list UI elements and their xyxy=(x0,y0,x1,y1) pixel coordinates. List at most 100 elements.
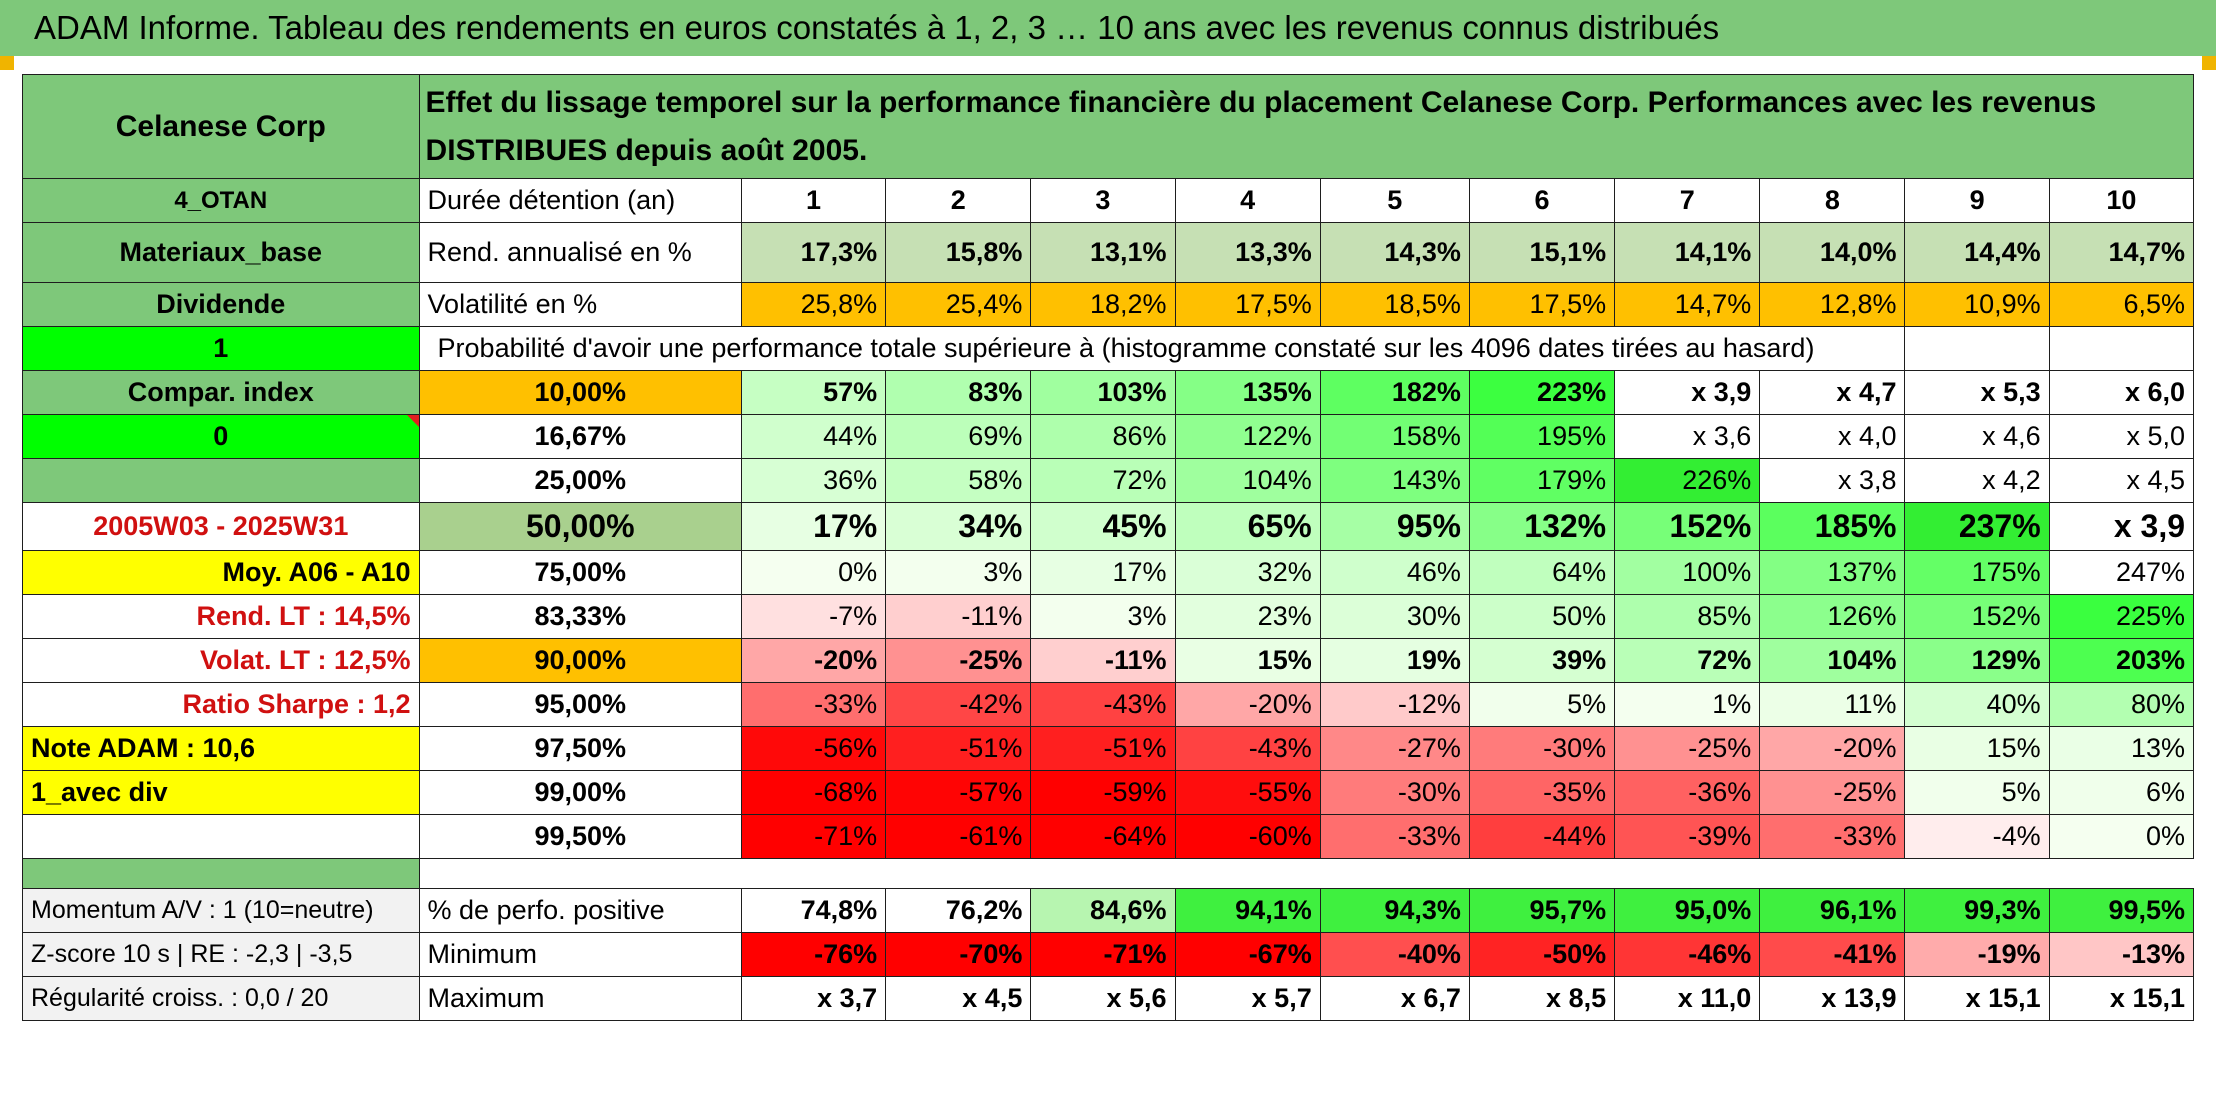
probability-cell: 1% xyxy=(1614,682,1761,727)
label-average-years: Moy. A06 - A10 xyxy=(22,550,420,595)
maximum-cell: x 4,5 xyxy=(885,976,1032,1021)
volatility-cell: 25,4% xyxy=(885,282,1032,327)
probability-cell: -25% xyxy=(885,638,1032,683)
minimum-cell: -40% xyxy=(1319,932,1470,977)
probability-cell: 45% xyxy=(1030,502,1176,551)
probability-threshold: 16,67% xyxy=(418,414,742,459)
probability-threshold: 83,33% xyxy=(418,594,742,639)
label-annual-return: Rend. annualisé en % xyxy=(418,222,742,283)
probability-cell: -39% xyxy=(1614,814,1761,859)
annual-return-cell: 14,1% xyxy=(1614,222,1761,283)
probability-cell: 72% xyxy=(1614,638,1761,683)
probability-cell: x 4,2 xyxy=(1904,458,2050,503)
probability-cell: 30% xyxy=(1319,594,1470,639)
year-header: 5 xyxy=(1319,178,1470,223)
probability-cell: 158% xyxy=(1319,414,1470,459)
probability-cell: -33% xyxy=(1319,814,1470,859)
probability-cell: 95% xyxy=(1319,502,1470,551)
probability-cell: -7% xyxy=(740,594,887,639)
probability-cell: -30% xyxy=(1319,770,1470,815)
probability-cell: 83% xyxy=(885,370,1032,415)
year-header: 4 xyxy=(1174,178,1321,223)
probability-cell: 143% xyxy=(1319,458,1470,503)
probability-cell: -36% xyxy=(1614,770,1761,815)
label-holding-duration: Durée détention (an) xyxy=(418,178,742,223)
probability-cell: -11% xyxy=(885,594,1032,639)
maximum-cell: x 5,6 xyxy=(1030,976,1176,1021)
annual-return-cell: 14,0% xyxy=(1759,222,1906,283)
maximum-cell: x 8,5 xyxy=(1468,976,1616,1021)
probability-cell: x 3,8 xyxy=(1759,458,1906,503)
probability-cell: 13% xyxy=(2048,726,2195,771)
probability-cell: -30% xyxy=(1468,726,1616,771)
probability-cell: -25% xyxy=(1759,770,1906,815)
dividend-flag: 1 xyxy=(22,326,420,371)
probability-cell: 19% xyxy=(1319,638,1470,683)
long-term-volatility: Volat. LT : 12,5% xyxy=(22,638,420,683)
year-header: 3 xyxy=(1030,178,1176,223)
probability-cell: -20% xyxy=(1174,682,1321,727)
probability-cell: -57% xyxy=(885,770,1032,815)
probability-cell: -51% xyxy=(1030,726,1176,771)
probability-cell: -20% xyxy=(1759,726,1906,771)
annual-return-cell: 17,3% xyxy=(740,222,887,283)
probability-cell: 152% xyxy=(1614,502,1761,551)
annual-return-cell: 13,3% xyxy=(1174,222,1321,283)
probability-cell: 226% xyxy=(1614,458,1761,503)
report-header-text: Effet du lissage temporel sur la perform… xyxy=(418,74,2195,179)
probability-cell: -27% xyxy=(1319,726,1470,771)
probability-threshold: 75,00% xyxy=(418,550,742,595)
probability-cell: 65% xyxy=(1174,502,1321,551)
annual-return-cell: 13,1% xyxy=(1030,222,1176,283)
probability-cell: 5% xyxy=(1468,682,1616,727)
momentum-indicator: Momentum A/V : 1 (10=neutre) xyxy=(22,888,420,933)
probability-cell: 15% xyxy=(1174,638,1321,683)
probability-cell: 34% xyxy=(885,502,1032,551)
label-volatility: Volatilité en % xyxy=(418,282,742,327)
probability-threshold: 99,50% xyxy=(418,814,742,859)
positive-perf-cell: 95,7% xyxy=(1468,888,1616,933)
probability-threshold: 90,00% xyxy=(418,638,742,683)
empty-side-cell xyxy=(22,814,420,859)
probability-cell: x 6,0 xyxy=(2048,370,2195,415)
probability-cell: 17% xyxy=(1030,550,1176,595)
annual-return-cell: 14,4% xyxy=(1904,222,2050,283)
probability-cell: -33% xyxy=(740,682,887,727)
probability-cell: -60% xyxy=(1174,814,1321,859)
probability-cell: x 5,3 xyxy=(1904,370,2050,415)
probability-cell: 203% xyxy=(2048,638,2195,683)
company-name: Celanese Corp xyxy=(22,74,420,179)
probability-cell: -68% xyxy=(740,770,887,815)
probability-cell: x 3,9 xyxy=(1614,370,1761,415)
label-otan: 4_OTAN xyxy=(22,178,420,223)
probability-cell: 175% xyxy=(1904,550,2050,595)
empty-side-cell xyxy=(22,458,420,503)
year-header: 1 xyxy=(740,178,887,223)
dividend-mode: 1_avec div xyxy=(22,770,420,815)
positive-perf-cell: 95,0% xyxy=(1614,888,1761,933)
probability-caption: Probabilité d'avoir une performance tota… xyxy=(418,326,1906,371)
corner-marker xyxy=(2202,56,2216,70)
annual-return-cell: 15,1% xyxy=(1468,222,1616,283)
probability-cell: -4% xyxy=(1904,814,2050,859)
label-maximum: Maximum xyxy=(418,976,742,1021)
compare-index-flag: 0 xyxy=(22,414,420,459)
probability-cell: 0% xyxy=(740,550,887,595)
probability-cell: 185% xyxy=(1759,502,1906,551)
probability-cell: -44% xyxy=(1468,814,1616,859)
probability-cell: 5% xyxy=(1904,770,2050,815)
probability-cell: x 4,6 xyxy=(1904,414,2050,459)
volatility-cell: 10,9% xyxy=(1904,282,2050,327)
probability-cell: 129% xyxy=(1904,638,2050,683)
probability-cell: 36% xyxy=(740,458,887,503)
probability-threshold: 10,00% xyxy=(418,370,742,415)
empty-cell xyxy=(1904,326,2050,371)
annual-return-cell: 14,7% xyxy=(2048,222,2195,283)
probability-cell: 104% xyxy=(1759,638,1906,683)
minimum-cell: -13% xyxy=(2048,932,2195,977)
minimum-cell: -70% xyxy=(885,932,1032,977)
label-positive-perf: % de perfo. positive xyxy=(418,888,742,933)
volatility-cell: 18,5% xyxy=(1319,282,1470,327)
probability-cell: x 3,6 xyxy=(1614,414,1761,459)
title-gap xyxy=(0,56,2216,74)
